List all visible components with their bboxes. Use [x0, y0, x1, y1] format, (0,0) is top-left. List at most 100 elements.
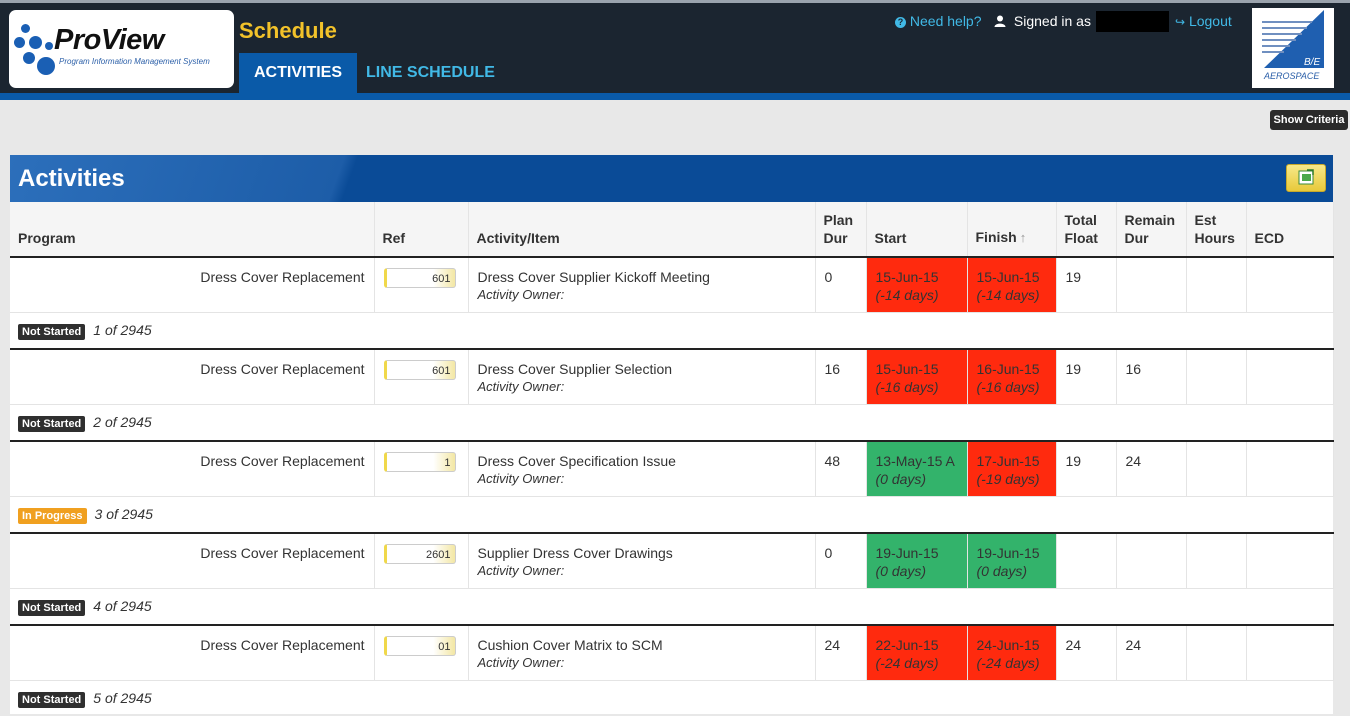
column-program[interactable]: Program: [10, 202, 374, 257]
tab-activities[interactable]: ACTIVITIES: [239, 53, 357, 93]
finish-cell: 15-Jun-15(-14 days): [967, 257, 1056, 313]
remain-dur-cell: 24: [1116, 625, 1186, 681]
show-criteria-button[interactable]: Show Criteria: [1270, 110, 1348, 130]
start-cell: 15-Jun-15(-16 days): [866, 349, 967, 405]
finish-cell: 24-Jun-15(-24 days): [967, 625, 1056, 681]
app-title: Schedule: [239, 18, 337, 44]
owner-name-redacted: [568, 382, 650, 394]
signed-in-label: Signed in as: [1014, 13, 1091, 29]
owner-name-redacted: [568, 290, 650, 302]
column-finish[interactable]: Finish↑: [967, 202, 1056, 257]
finish-date: 16-Jun-15: [977, 360, 1047, 378]
status-badge: Not Started: [18, 324, 85, 340]
finish-date: 15-Jun-15: [977, 268, 1047, 286]
total-float-cell: 24: [1056, 625, 1116, 681]
ecd-cell: [1246, 533, 1333, 589]
start-cell: 19-Jun-15(0 days): [866, 533, 967, 589]
column-ref[interactable]: Ref: [374, 202, 468, 257]
ref-link[interactable]: 601: [384, 360, 456, 380]
program-cell: Dress Cover Replacement: [10, 441, 374, 497]
owner-name-redacted: [568, 566, 650, 578]
activity-row[interactable]: Dress Cover Replacement 2601 Supplier Dres…: [10, 533, 1333, 589]
sort-ascending-icon: ↑: [1020, 230, 1027, 245]
column-remain-dur-line1: Remain: [1125, 212, 1176, 228]
activity-row[interactable]: Dress Cover Replacement 01 Cushion Cover M…: [10, 625, 1333, 681]
logout-link[interactable]: ↪ Logout: [1175, 13, 1232, 29]
est-hours-cell: [1186, 441, 1246, 497]
column-total-float-line1: Total: [1065, 212, 1097, 228]
program-cell: Dress Cover Replacement: [10, 257, 374, 313]
activity-name[interactable]: Dress Cover Supplier Selection: [478, 360, 806, 378]
column-start[interactable]: Start: [866, 202, 967, 257]
status-badge: Not Started: [18, 692, 85, 708]
table-body: Dress Cover Replacement 601 Dress Cover Su…: [10, 257, 1333, 716]
remain-dur-cell: 24: [1116, 441, 1186, 497]
column-finish-label: Finish: [976, 229, 1017, 245]
column-total-float-line2: Float: [1065, 230, 1098, 246]
aerospace-logo-icon: B/E: [1252, 8, 1334, 70]
export-excel-button[interactable]: [1286, 164, 1326, 192]
activity-row[interactable]: Dress Cover Replacement 601 Dress Cover Su…: [10, 257, 1333, 313]
total-float-cell: [1056, 533, 1116, 589]
activity-owner: Activity Owner:: [478, 562, 806, 580]
column-plan-dur-line1: Plan: [824, 212, 854, 228]
program-cell: Dress Cover Replacement: [10, 625, 374, 681]
plan-dur-cell: 0: [815, 257, 866, 313]
row-position: 3 of 2945: [95, 506, 153, 522]
logo-dot-icon: [29, 36, 42, 49]
row-position: 5 of 2945: [93, 690, 151, 706]
activity-row[interactable]: Dress Cover Replacement 1 Dress Cover Spec…: [10, 441, 1333, 497]
help-label: Need help?: [910, 13, 982, 29]
program-cell: Dress Cover Replacement: [10, 533, 374, 589]
finish-variance: (0 days): [977, 562, 1047, 580]
top-strip: [0, 0, 1350, 3]
activity-name[interactable]: Dress Cover Specification Issue: [478, 452, 806, 470]
start-date: 19-Jun-15: [876, 544, 958, 562]
logo-dot-icon: [37, 57, 55, 75]
finish-date: 19-Jun-15: [977, 544, 1047, 562]
help-link[interactable]: ? Need help?: [895, 13, 982, 29]
start-cell: 13-May-15 A(0 days): [866, 441, 967, 497]
ref-link[interactable]: 601: [384, 268, 456, 288]
plan-dur-cell: 24: [815, 625, 866, 681]
ref-link[interactable]: 1: [384, 452, 456, 472]
est-hours-cell: [1186, 349, 1246, 405]
activity-name[interactable]: Dress Cover Supplier Kickoff Meeting: [478, 268, 806, 286]
status-badge: In Progress: [18, 508, 87, 524]
logo-dot-icon: [14, 37, 25, 48]
total-float-cell: 19: [1056, 349, 1116, 405]
start-variance: (0 days): [876, 562, 958, 580]
remain-dur-cell: 16: [1116, 349, 1186, 405]
finish-date: 24-Jun-15: [977, 636, 1047, 654]
ecd-cell: [1246, 441, 1333, 497]
tab-line-schedule[interactable]: LINE SCHEDULE: [351, 53, 510, 93]
proview-logo[interactable]: ProView Program Information Management S…: [9, 10, 234, 88]
column-total-float[interactable]: Total Float: [1056, 202, 1116, 257]
ref-link[interactable]: 01: [384, 636, 456, 656]
ref-cell: 601: [374, 349, 468, 405]
ref-link[interactable]: 2601: [384, 544, 456, 564]
start-date: 13-May-15 A: [876, 452, 958, 470]
column-activity[interactable]: Activity/Item: [468, 202, 815, 257]
est-hours-cell: [1186, 257, 1246, 313]
row-position: 4 of 2945: [93, 598, 151, 614]
ref-cell: 01: [374, 625, 468, 681]
column-est-hours-line2: Hours: [1195, 230, 1235, 246]
activity-name[interactable]: Cushion Cover Matrix to SCM: [478, 636, 806, 654]
logo-dot-icon: [21, 24, 30, 33]
activity-name[interactable]: Supplier Dress Cover Drawings: [478, 544, 806, 562]
column-ecd[interactable]: ECD: [1246, 202, 1333, 257]
